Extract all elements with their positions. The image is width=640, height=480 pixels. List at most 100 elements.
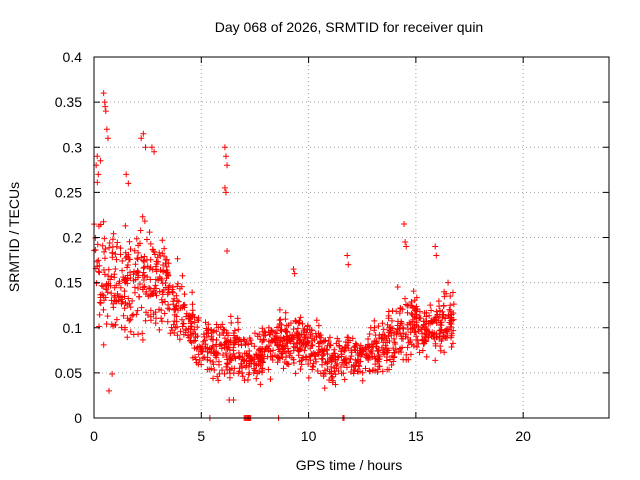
data-point <box>390 358 397 365</box>
data-point <box>432 315 439 322</box>
data-point <box>384 339 391 346</box>
y-tick-label: 0 <box>74 410 82 426</box>
data-point <box>354 368 361 375</box>
data-point <box>286 352 293 359</box>
data-point <box>266 342 273 349</box>
data-point <box>173 292 180 299</box>
data-point <box>176 285 183 292</box>
data-point <box>305 374 312 381</box>
data-point <box>205 330 212 337</box>
data-point <box>408 310 415 317</box>
data-point <box>366 368 373 375</box>
data-point <box>120 312 127 319</box>
data-point <box>366 343 373 350</box>
data-point <box>114 290 121 297</box>
data-point <box>227 313 234 320</box>
data-point <box>331 346 338 353</box>
data-point <box>97 300 104 307</box>
data-point <box>230 350 237 357</box>
data-point <box>446 306 453 313</box>
data-point <box>153 292 160 299</box>
data-point <box>282 309 289 316</box>
data-point <box>202 319 209 326</box>
data-point <box>329 373 336 380</box>
data-point <box>334 360 341 367</box>
data-point <box>239 369 246 376</box>
data-point <box>308 342 315 349</box>
data-point <box>159 318 166 325</box>
data-point <box>315 347 322 354</box>
data-point <box>419 330 426 337</box>
data-point <box>179 304 186 311</box>
data-point <box>367 324 374 331</box>
data-point <box>174 255 181 262</box>
data-point <box>426 312 433 319</box>
data-point <box>301 325 308 332</box>
data-point <box>375 358 382 365</box>
y-tick-label: 0.2 <box>63 230 83 246</box>
data-point <box>414 336 421 343</box>
data-point <box>390 335 397 342</box>
data-point <box>109 371 116 378</box>
grid-lines <box>94 56 609 418</box>
data-point <box>363 353 370 360</box>
data-point <box>409 304 416 311</box>
data-point <box>380 326 387 333</box>
data-point <box>119 294 126 301</box>
data-point <box>95 171 102 178</box>
data-point <box>146 265 153 272</box>
data-point <box>312 330 319 337</box>
data-point <box>110 230 117 237</box>
data-point <box>303 329 310 336</box>
data-point <box>440 303 447 310</box>
data-point <box>431 330 438 337</box>
x-tick-label: 20 <box>515 428 531 444</box>
data-point <box>213 349 220 356</box>
data-point <box>174 280 181 287</box>
data-point <box>445 279 452 286</box>
data-point <box>239 373 246 380</box>
data-point <box>371 327 378 334</box>
data-point <box>314 368 321 375</box>
data-point <box>325 338 332 345</box>
data-point <box>186 315 193 322</box>
data-point <box>125 251 132 258</box>
data-point <box>230 396 237 403</box>
data-point <box>349 335 356 342</box>
data-point <box>448 334 455 341</box>
data-point <box>170 298 177 305</box>
data-point <box>232 355 239 362</box>
data-point <box>309 342 316 349</box>
data-point <box>149 266 156 273</box>
data-point <box>129 297 136 304</box>
data-point <box>279 342 286 349</box>
data-point <box>100 297 107 304</box>
data-point <box>318 345 325 352</box>
data-point <box>305 340 312 347</box>
data-point <box>221 335 228 342</box>
data-point <box>292 370 299 377</box>
data-point <box>373 343 380 350</box>
data-point <box>225 342 232 349</box>
data-point <box>352 356 359 363</box>
data-point <box>97 157 104 164</box>
data-point <box>238 342 245 349</box>
data-point <box>407 336 414 343</box>
data-point <box>223 338 230 345</box>
data-point <box>298 361 305 368</box>
data-point <box>448 330 455 337</box>
data-point <box>280 345 287 352</box>
data-point <box>203 325 210 332</box>
data-point <box>382 342 389 349</box>
data-point <box>252 360 259 367</box>
data-point <box>221 327 228 334</box>
data-point <box>385 333 392 340</box>
data-point <box>136 293 143 300</box>
data-point <box>163 269 170 276</box>
data-point <box>201 337 208 344</box>
data-point <box>224 360 231 367</box>
data-point <box>147 276 154 283</box>
data-point <box>283 340 290 347</box>
data-point <box>387 323 394 330</box>
